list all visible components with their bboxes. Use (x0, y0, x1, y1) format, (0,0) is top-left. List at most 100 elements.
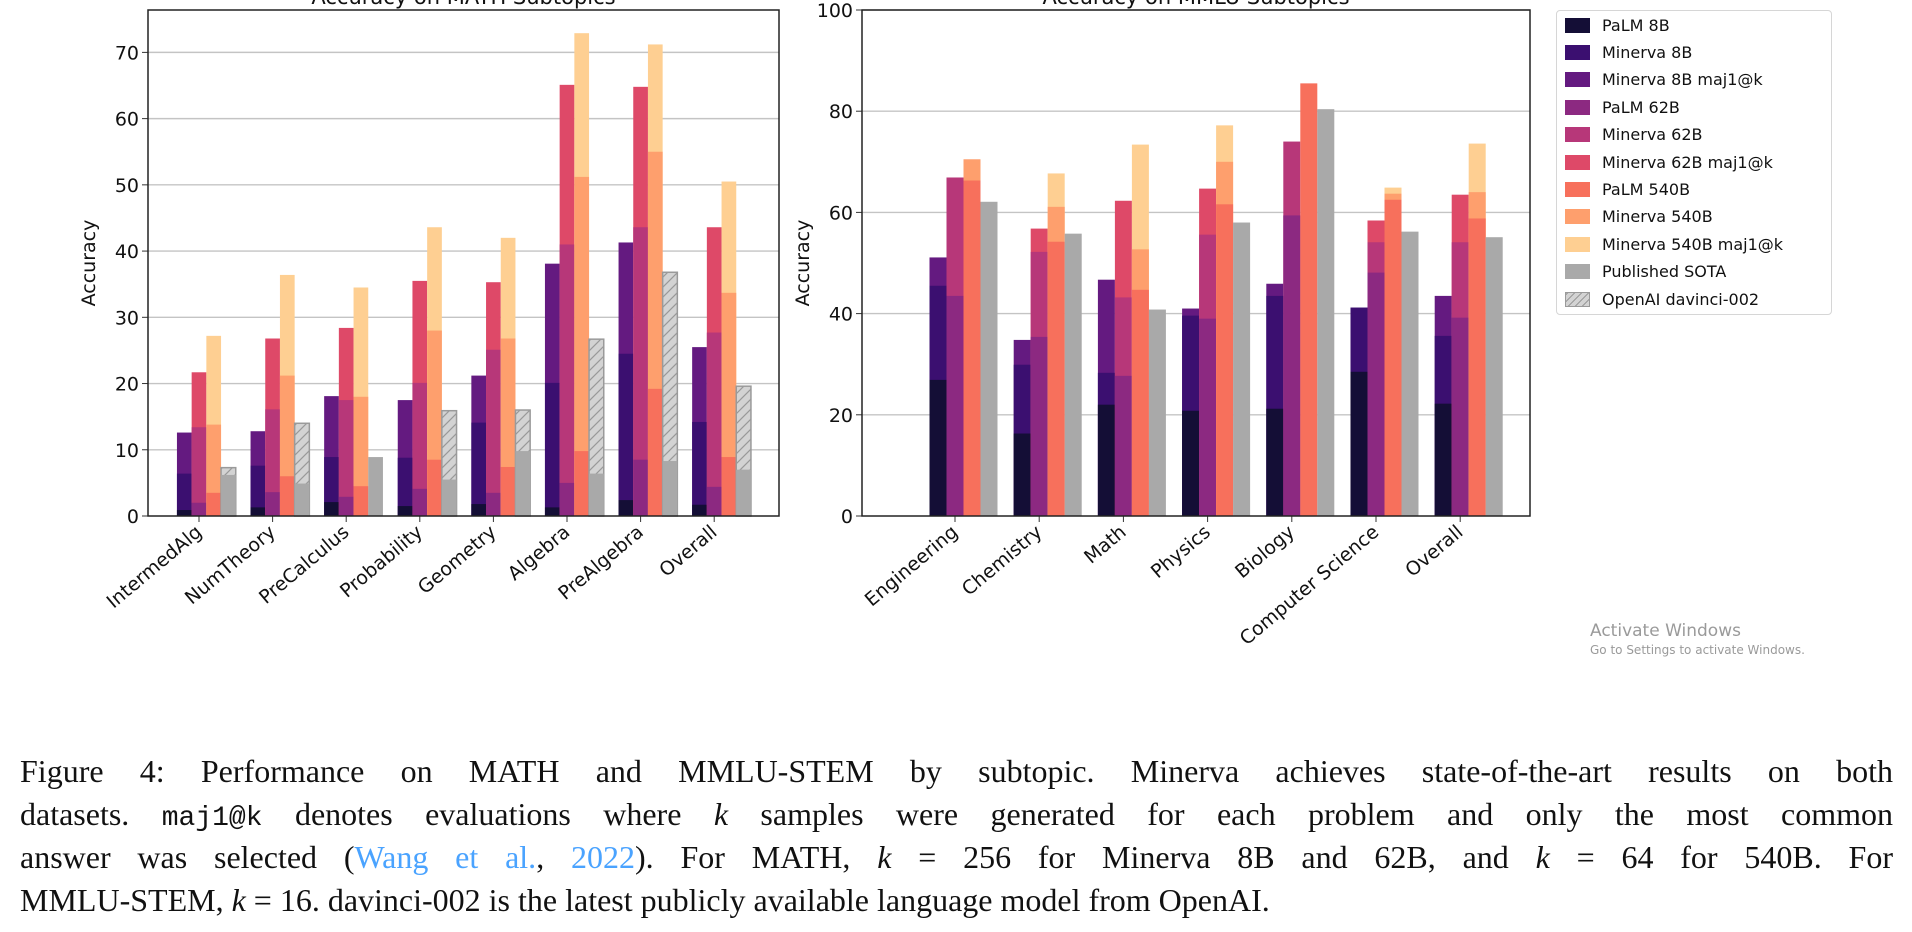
legend-item: Minerva 8B (1565, 42, 1692, 62)
bar-palm-62b (946, 295, 964, 516)
x-category-label: Chemistry (958, 521, 1047, 600)
legend: PaLM 8B Minerva 8B Minerva 8B maj1@k PaLM 6… (1556, 10, 1832, 315)
x-category-label: Physics (1147, 521, 1215, 583)
caption-text: = 64 for 540B. For (1576, 839, 1894, 875)
bar-minerva-62b (486, 349, 501, 516)
legend-label: OpenAI davinci-002 (1602, 289, 1760, 309)
caption-text: , (536, 839, 571, 875)
caption-math: k (713, 796, 729, 832)
legend-label: PaLM 8B (1602, 15, 1670, 35)
bar-palm-8b (544, 507, 560, 516)
x-category-label: Overall (655, 521, 721, 582)
bar-published-sota (1401, 231, 1419, 517)
bar-minerva-62b (706, 332, 722, 516)
citation-link-author[interactable]: Wang et al. (354, 839, 537, 875)
legend-label: Minerva 8B maj1@k (1602, 70, 1763, 90)
x-category-label: Probability (336, 521, 427, 602)
legend-swatch (1565, 72, 1590, 88)
bar-palm-540b (1047, 241, 1065, 517)
legend-item: PaLM 540B (1565, 179, 1690, 199)
bar-palm-8b (1182, 410, 1200, 516)
bar-minerva-8b (692, 421, 707, 516)
legend-item: PaLM 8B (1565, 15, 1670, 35)
citation-link-year[interactable]: 2022 (571, 839, 635, 875)
bar-palm-8b (1350, 371, 1368, 516)
legend-swatch (1565, 127, 1590, 143)
legend-item: OpenAI davinci-002 (1565, 289, 1759, 309)
chart-title: Accuracy on MATH Subtopics (311, 0, 615, 9)
caption-text: answer was selected ( (20, 839, 355, 875)
legend-item: PaLM 62B (1565, 97, 1680, 117)
bar-palm-8b (929, 379, 947, 516)
legend-item: Minerva 540B (1565, 207, 1713, 227)
y-tick-label: 60 (115, 109, 139, 131)
y-tick-label: 0 (841, 506, 853, 528)
caption-math: k (231, 882, 246, 918)
bar-palm-8b (471, 504, 487, 516)
bar-minerva-8b (176, 473, 192, 516)
legend-label: Minerva 62B (1602, 125, 1703, 145)
bar-palm-62b (706, 486, 722, 516)
legend-swatch (1565, 44, 1590, 60)
bar-palm-540b (574, 451, 590, 516)
bar-palm-540b (279, 476, 295, 516)
legend-swatch (1565, 291, 1590, 307)
legend-swatch (1565, 209, 1590, 225)
bar-palm-8b (250, 507, 266, 516)
bar-minerva-62b (191, 427, 207, 516)
x-category-label: Engineering (861, 521, 962, 611)
y-axis-label: Accuracy (792, 220, 814, 307)
legend-label: PaLM 540B (1602, 179, 1691, 199)
bar-palm-540b (1131, 289, 1149, 516)
y-tick-label: 30 (115, 307, 139, 329)
caption-math: k (1535, 839, 1550, 875)
bar-palm-8b (324, 502, 339, 516)
bar-published-sota (1317, 109, 1335, 517)
y-tick-label: 50 (115, 175, 139, 197)
bar-published-sota (736, 469, 751, 516)
y-tick-label: 10 (115, 440, 139, 462)
bar-minerva-8b (544, 382, 560, 516)
chart-title: Accuracy on MMLU Subtopics (1042, 0, 1349, 9)
figure-caption: Figure 4: Performance on MATH and MMLU-S… (20, 750, 1893, 922)
legend-item: Minerva 62B maj1@k (1565, 152, 1773, 172)
bar-published-sota (589, 473, 604, 516)
bar-palm-62b (1114, 375, 1132, 516)
caption-code: maj1@k (161, 803, 263, 834)
bar-palm-540b (1300, 83, 1318, 517)
legend-label: Minerva 540B (1602, 207, 1713, 227)
windows-activation-watermark: Activate Windows Go to Settings to activ… (1590, 620, 1805, 658)
legend-swatch (1565, 154, 1590, 170)
bar-palm-62b (1367, 272, 1385, 516)
caption-text: denotes evaluations where (294, 796, 682, 832)
bar-published-sota (1148, 309, 1166, 516)
bar-published-sota (1233, 222, 1251, 516)
bar-minerva-8b (397, 457, 413, 516)
bar-palm-540b (963, 180, 981, 516)
y-axis-label: Accuracy (78, 220, 100, 307)
caption-math: k (877, 839, 892, 875)
caption-text: samples were generated for each problem … (760, 796, 1894, 832)
caption-line: datasets. maj1@k denotes evaluations whe… (20, 793, 1893, 836)
plot-frame (147, 9, 780, 517)
bar-palm-8b (1013, 433, 1031, 516)
bar-minerva-62b (412, 382, 428, 516)
bar-palm-8b (1434, 403, 1452, 516)
watermark-subtitle: Go to Settings to activate Windows. (1590, 643, 1805, 657)
bar-published-sota (1064, 233, 1082, 517)
bar-palm-62b (1030, 336, 1048, 516)
bar-palm-8b (692, 504, 707, 516)
caption-text: = 256 for Minerva 8B and 62B, and (918, 839, 1509, 875)
y-tick-label: 20 (829, 405, 853, 427)
bar-palm-8b (1097, 404, 1115, 516)
x-category-label: Algebra (504, 521, 574, 585)
bar-published-sota (662, 461, 678, 516)
y-tick-label: 40 (829, 304, 853, 326)
caption-text: = 16. davinci-002 is the latest publicly… (253, 882, 1270, 918)
bar-palm-540b (1216, 204, 1234, 516)
legend-swatch (1565, 17, 1590, 33)
bar-palm-540b (500, 466, 516, 516)
bar-published-sota (368, 457, 383, 516)
caption-line: Figure 4: Performance on MATH and MMLU-S… (20, 750, 1893, 793)
caption-text: MMLU-STEM, (20, 882, 224, 918)
